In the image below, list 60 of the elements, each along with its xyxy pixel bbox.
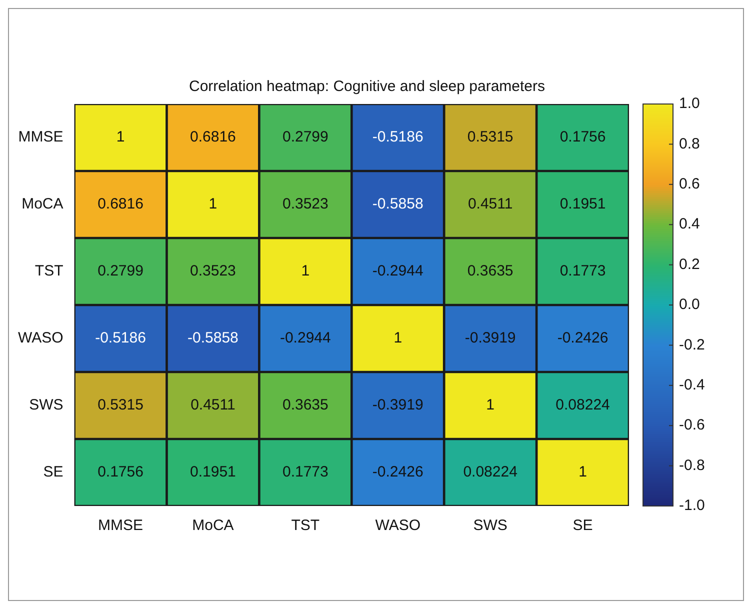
color-bar-label: 1.0 [679, 95, 700, 112]
x-tick-label: SE [572, 517, 593, 534]
y-tick-label: TST [34, 262, 64, 280]
data-label: 1 [578, 464, 587, 481]
y-tick-label: WASO [18, 330, 64, 347]
data-label: 0.6816 [190, 128, 236, 146]
data-label: 0.5315 [467, 128, 514, 146]
data-label: 0.4511 [468, 196, 513, 213]
x-tick-label: SWS [473, 517, 508, 534]
data-label: 0.3635 [467, 262, 514, 280]
data-label: -0.3919 [464, 330, 516, 347]
color-bar-label: 0.2 [679, 256, 700, 273]
data-label: -0.2944 [372, 262, 424, 280]
x-tick-label: TST [291, 517, 320, 534]
color-bar-label: -0.4 [679, 376, 705, 394]
data-label: 0.3635 [282, 396, 328, 414]
data-label: 0.1951 [190, 464, 236, 481]
data-label: -0.5858 [372, 196, 424, 213]
data-label: 0.3523 [190, 262, 236, 280]
y-tick-label: MoCA [22, 196, 64, 213]
data-label: 0.4511 [190, 396, 236, 414]
x-tick-label: WASO [375, 517, 421, 534]
color-bar-label: 0.6 [679, 176, 700, 193]
data-label: 1 [208, 196, 218, 213]
data-label: -0.5186 [95, 330, 146, 347]
data-label: 0.1756 [560, 128, 606, 146]
data-label: 0.1773 [282, 464, 328, 481]
data-label: 0.3523 [282, 196, 328, 213]
data-label: 0.1773 [560, 262, 606, 280]
color-bar-label: 0.4 [679, 216, 700, 233]
data-label: 1 [301, 262, 310, 280]
data-label: -0.5858 [188, 330, 238, 347]
color-bar-label: -0.8 [679, 456, 705, 474]
x-tick-label: MoCA [192, 517, 234, 534]
data-label: 0.08224 [463, 464, 518, 481]
data-label: 0.6816 [98, 196, 144, 213]
data-label: -0.2426 [372, 464, 424, 481]
data-label: 0.2799 [98, 262, 144, 280]
data-label: -0.5186 [372, 128, 424, 146]
data-label: 1 [394, 330, 402, 347]
y-tick-label: MMSE [18, 128, 64, 146]
y-tick-label: SWS [29, 396, 64, 414]
color-bar-label: -1.0 [679, 497, 705, 514]
y-tick-label: SE [43, 464, 64, 481]
data-label: 1 [116, 128, 125, 146]
data-label: 1 [486, 396, 494, 414]
color-bar-label: -0.6 [679, 416, 705, 434]
data-label: 0.2799 [282, 128, 328, 146]
chart-title: Correlation heatmap: Cognitive and sleep parameters [188, 78, 546, 96]
x-tick-label: MMSE [98, 517, 144, 534]
data-label: 0.08224 [556, 396, 610, 414]
color-bar-label: 0.8 [679, 135, 700, 152]
data-label: 0.1756 [98, 464, 144, 481]
color-bar-label: -0.2 [679, 336, 705, 354]
color-bar-label: 0.0 [679, 296, 700, 314]
data-label: -0.2944 [280, 330, 331, 347]
data-label: -0.2426 [557, 330, 608, 347]
data-label: 0.5315 [98, 396, 144, 414]
data-label: 0.1951 [560, 196, 606, 213]
data-label: -0.3919 [372, 396, 424, 414]
